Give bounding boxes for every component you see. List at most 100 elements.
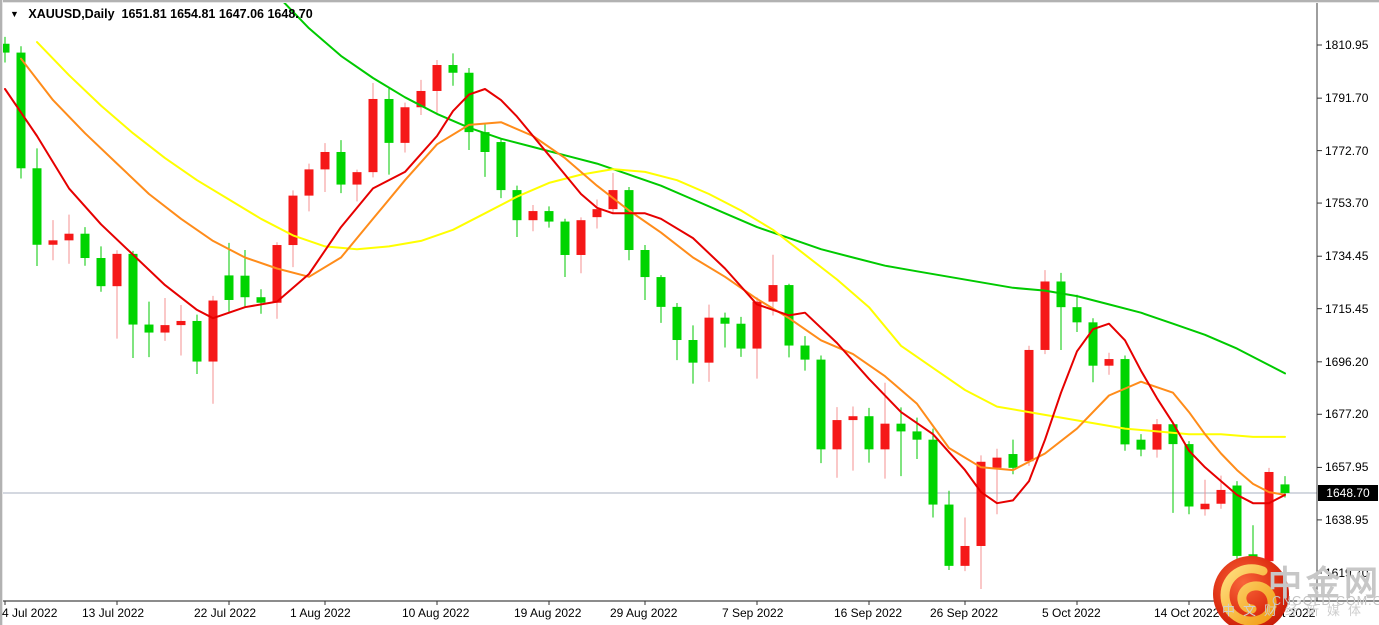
candle-body — [464, 72, 474, 133]
candle-body — [1088, 322, 1098, 366]
candle-body — [32, 168, 42, 245]
candle-body — [960, 545, 970, 566]
candle-body — [1104, 359, 1114, 366]
time-axis-label: 13 Jul 2022 — [82, 606, 145, 620]
candle-body — [400, 107, 410, 143]
candle-body — [768, 285, 778, 302]
candle-body — [0, 43, 10, 53]
candle-body — [1040, 281, 1050, 350]
candle-body — [1168, 424, 1178, 445]
ma-fast-red — [4, 88, 1286, 505]
price-axis-label: 1677.20 — [1325, 407, 1369, 422]
time-axis-label: 22 Jul 2022 — [194, 606, 257, 620]
candle-body — [160, 325, 170, 333]
candle-body — [16, 52, 26, 169]
candle-body — [1264, 471, 1274, 562]
candle-body — [368, 98, 378, 173]
candle-body — [864, 416, 874, 450]
candle-body — [336, 151, 346, 185]
candle-body — [880, 423, 890, 450]
candle-body — [448, 65, 458, 73]
candle-body — [112, 253, 122, 287]
candle-body — [944, 504, 954, 566]
candle-body — [832, 420, 842, 450]
time-axis-label: 14 Oct 2022 — [1154, 606, 1220, 620]
candle-body — [192, 320, 202, 362]
time-axis-label: 5 Oct 2022 — [1042, 606, 1101, 620]
candle-body — [144, 324, 154, 333]
price-axis-label: 1696.20 — [1325, 354, 1369, 369]
candle-body — [1072, 307, 1082, 323]
chart-title: ▼ XAUUSD,Daily 1651.81 1654.81 1647.06 1… — [10, 7, 313, 21]
price-axis-label: 1734.45 — [1325, 249, 1369, 264]
time-axis-label: 29 Aug 2022 — [610, 606, 678, 620]
candle-body — [208, 300, 218, 362]
time-axis-label: 7 Sep 2022 — [722, 606, 784, 620]
candle-body — [896, 423, 906, 432]
price-axis-label: 1657.95 — [1325, 460, 1369, 475]
candle-body — [992, 457, 1002, 468]
candle-body — [1136, 439, 1146, 450]
time-axis-label: 19 Aug 2022 — [514, 606, 582, 620]
current-price-box: 1648.70 — [1318, 484, 1378, 501]
ma-orange — [20, 57, 1286, 496]
candle-body — [1216, 489, 1226, 504]
candle-body — [416, 90, 426, 108]
candle-body — [736, 323, 746, 349]
candle-body — [1232, 485, 1242, 556]
candle-body — [512, 190, 522, 221]
candle-body — [1024, 349, 1034, 462]
ma-yellow — [36, 41, 1286, 438]
candle-body — [1152, 424, 1162, 450]
candle-body — [1120, 359, 1130, 445]
candle-body — [352, 172, 362, 185]
candle-body — [528, 211, 538, 221]
chevron-down-icon: ▼ — [10, 9, 19, 19]
candle-body — [272, 245, 282, 303]
candle-body — [720, 317, 730, 324]
candle-body — [976, 461, 986, 546]
candle-body — [1280, 484, 1290, 493]
candle-body — [560, 221, 570, 255]
price-axis-label: 1753.70 — [1325, 196, 1369, 211]
price-axis-label: 1772.70 — [1325, 143, 1369, 158]
price-axis-label: 1715.45 — [1325, 301, 1369, 316]
candle-body — [432, 65, 442, 91]
candle-body — [48, 240, 58, 245]
ma-slow-green — [280, 0, 1286, 375]
window-top-border — [0, 0, 1379, 3]
candle-body — [1248, 554, 1258, 562]
candle-body — [816, 359, 826, 450]
candle-body — [224, 275, 234, 300]
candle-body — [624, 190, 634, 251]
candle-body — [928, 439, 938, 505]
time-axis-label: 16 Sep 2022 — [834, 606, 903, 620]
candle-body — [1008, 454, 1018, 468]
candle-body — [320, 151, 330, 170]
candle-body — [96, 258, 106, 287]
candle-body — [128, 253, 138, 325]
candle-body — [544, 211, 554, 222]
candle-body — [640, 250, 650, 278]
candle-body — [176, 320, 186, 326]
candle-body — [576, 220, 586, 255]
candle-body — [256, 297, 266, 303]
candle-body — [384, 98, 394, 143]
price-axis-label: 1810.95 — [1325, 38, 1369, 52]
window-left-border — [0, 0, 3, 625]
time-axis-label: 10 Aug 2022 — [402, 606, 470, 620]
candle-body — [848, 416, 858, 421]
time-axis-label: 24 Oct 2022 — [1250, 606, 1316, 620]
candle-body — [80, 233, 90, 259]
time-axis-label: 4 Jul 2022 — [2, 606, 58, 620]
time-axis-label: 26 Sep 2022 — [930, 606, 999, 620]
candle-body — [1200, 503, 1210, 510]
candle-body — [592, 209, 602, 218]
candle-body — [752, 301, 762, 349]
price-axis-label: 1638.95 — [1325, 512, 1369, 527]
candle-body — [304, 169, 314, 196]
candle-body — [1184, 444, 1194, 507]
candle-body — [480, 132, 490, 152]
